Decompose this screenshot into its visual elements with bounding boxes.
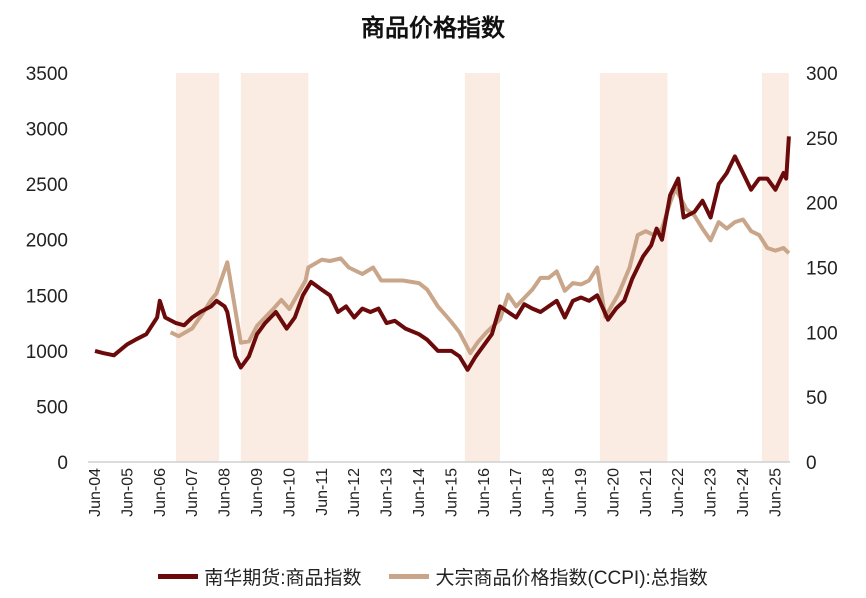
right-tick-label: 0 [806,453,817,474]
x-tick-label: Jun-11 [314,468,331,516]
x-tick-label: Jun-14 [411,468,428,517]
x-tick-label: Jun-21 [638,468,655,517]
legend-label-ccpi: 大宗商品价格指数(CCPI):总指数 [435,568,708,589]
legend-item-nanhua: 南华期货:商品指数 [158,563,361,590]
legend-swatch-ccpi [389,574,430,579]
left-tick-label: 1000 [26,342,68,363]
shaded-period-0 [176,73,220,462]
shaded-period-1 [240,73,309,462]
x-tick-label: Jun-24 [735,468,752,517]
legend-item-ccpi: 大宗商品价格指数(CCPI):总指数 [389,563,708,590]
x-tick-label: Jun-09 [249,468,266,517]
left-tick-label: 3000 [26,120,68,141]
series-line-nanhua [94,136,791,372]
shaded-period-2 [464,73,500,462]
legend-label-nanhua: 南华期货:商品指数 [204,568,362,589]
x-tick-label: Jun-23 [703,468,720,517]
left-tick-label: 3500 [26,64,68,85]
right-tick-label: 150 [806,259,838,280]
x-tick-label: Jun-15 [443,468,460,517]
right-tick-label: 300 [806,64,838,85]
left-tick-label: 2500 [26,175,68,196]
x-tick-label: Jun-06 [152,468,169,517]
left-tick-label: 0 [57,453,68,474]
left-tick-label: 500 [36,397,68,418]
x-tick-label: Jun-25 [767,468,784,517]
x-tick-label: Jun-08 [217,468,234,517]
x-tick-label: Jun-17 [508,468,525,517]
right-tick-label: 100 [806,323,838,344]
x-tick-label: Jun-07 [184,468,201,517]
series-line-ccpi [169,186,791,356]
x-tick-label: Jun-20 [605,468,622,517]
x-tick-label: Jun-22 [670,468,687,517]
shaded-period-3 [599,73,668,462]
right-tick-label: 50 [806,388,827,409]
x-tick-label: Jun-04 [87,468,104,517]
left-tick-label: 2000 [26,231,68,252]
x-tick-label: Jun-19 [573,468,590,517]
x-tick-label: Jun-12 [346,468,363,517]
shaded-period-4 [761,73,789,462]
right-tick-label: 200 [806,194,838,215]
x-tick-label: Jun-05 [119,468,136,517]
legend-swatch-nanhua [158,574,199,579]
x-tick-label: Jun-13 [379,468,396,517]
x-tick-label: Jun-18 [541,468,558,517]
left-tick-label: 1500 [26,286,68,307]
x-tick-label: Jun-10 [281,468,298,517]
right-tick-label: 250 [806,129,838,150]
x-tick-label: Jun-16 [476,468,493,517]
chart-title: 商品价格指数 [361,15,505,42]
legend: 南华期货:商品指数 大宗商品价格指数(CCPI):总指数 [0,563,866,590]
